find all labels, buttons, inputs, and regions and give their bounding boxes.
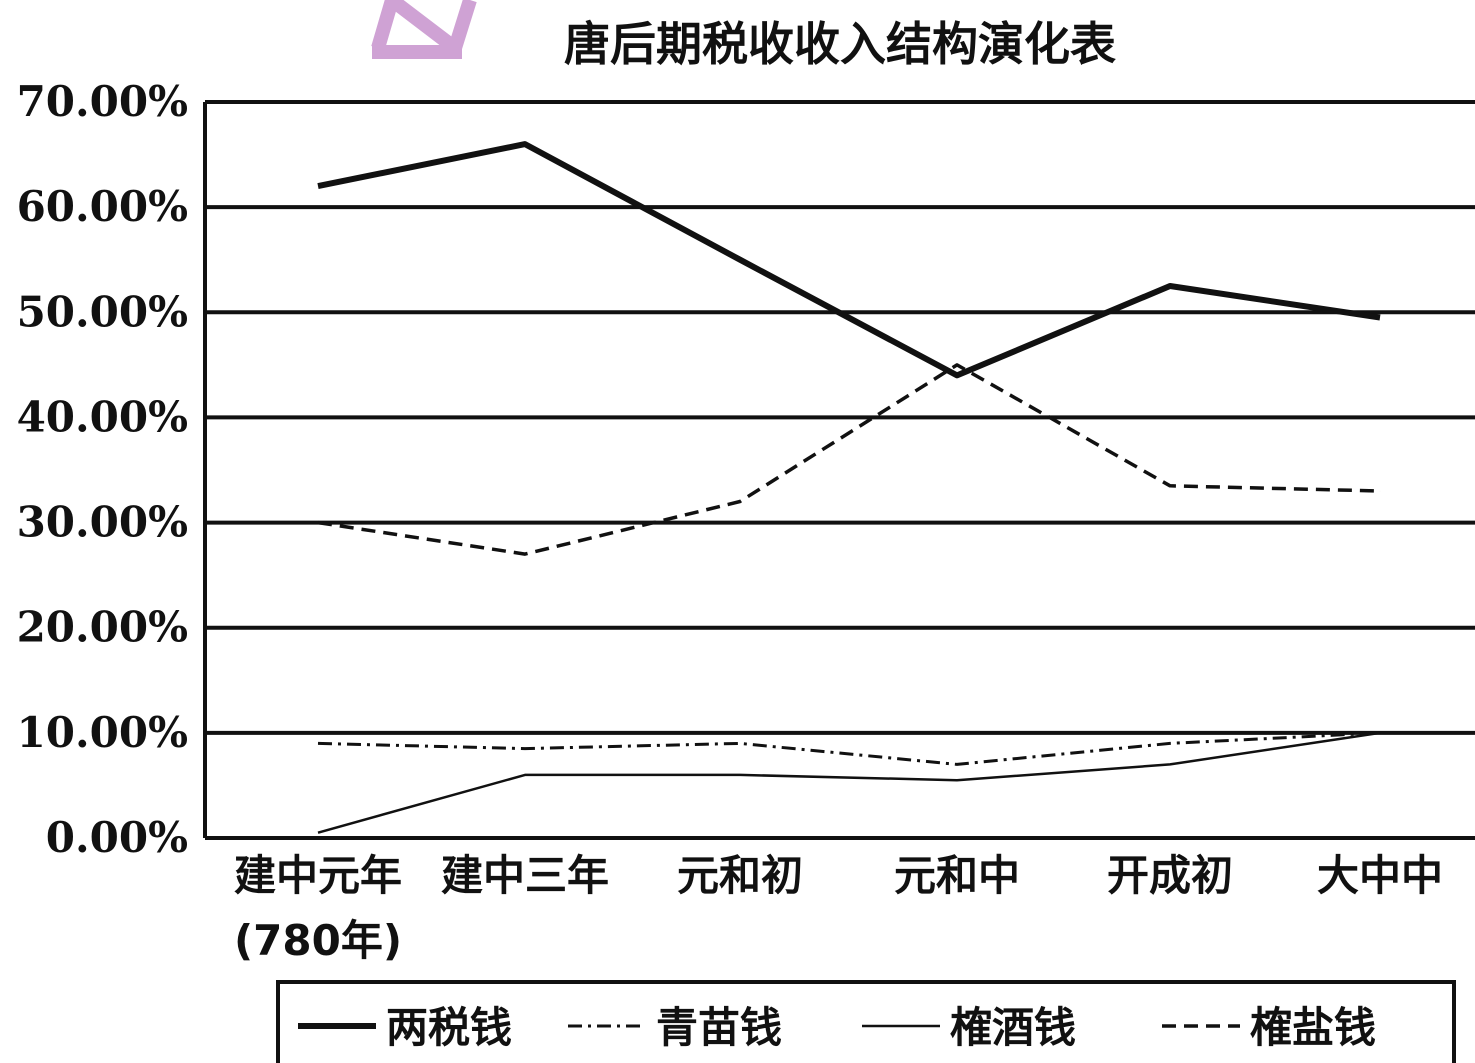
legend-label: 榷盐钱: [1250, 1003, 1376, 1052]
legend: 两税钱 青苗钱 榷酒钱 榷盐钱: [276, 980, 1456, 1063]
x-tick-label: 元和初: [677, 851, 803, 900]
x-axis-ticks: 建中元年 (780年) 建中三年 元和初 元和中 开成初 大中中: [234, 851, 1443, 965]
x-tick-label: 大中中: [1317, 851, 1443, 900]
chart-title: 唐后期税收收入结构演化表: [564, 17, 1116, 71]
y-tick-label: 20.00%: [17, 603, 188, 652]
legend-label: 两税钱: [386, 1003, 512, 1052]
legend-label: 青苗钱: [656, 1003, 782, 1052]
y-tick-label: 0.00%: [46, 813, 188, 862]
series-line-榷酒钱: [317, 731, 1381, 834]
x-tick-label: 建中元年: [234, 851, 402, 900]
series-line-榷盐钱: [317, 363, 1381, 556]
y-tick-label: 60.00%: [17, 182, 188, 231]
y-tick-label: 30.00%: [17, 498, 188, 547]
x-tick-label: 开成初: [1107, 851, 1233, 900]
y-tick-label: 10.00%: [17, 708, 188, 757]
y-tick-label: 70.00%: [17, 77, 188, 126]
series-line-青苗钱: [317, 731, 1381, 766]
x-tick-label: 建中三年: [441, 851, 609, 900]
legend-label: 榷酒钱: [950, 1003, 1076, 1052]
grid-lines: [203, 100, 1475, 840]
x-tick-label: 元和中: [894, 851, 1020, 900]
y-tick-label: 50.00%: [17, 287, 188, 336]
series-line-两税钱: [317, 141, 1381, 379]
x-tick-sublabel: (780年): [234, 916, 402, 965]
y-axis-ticks: 0.00% 10.00% 20.00% 30.00% 40.00% 50.00% 60.00…: [17, 77, 188, 862]
y-tick-label: 40.00%: [17, 392, 188, 441]
series-lines: [317, 141, 1381, 834]
legend-box: [276, 980, 1456, 1063]
watermark-logo: [371, 0, 477, 59]
